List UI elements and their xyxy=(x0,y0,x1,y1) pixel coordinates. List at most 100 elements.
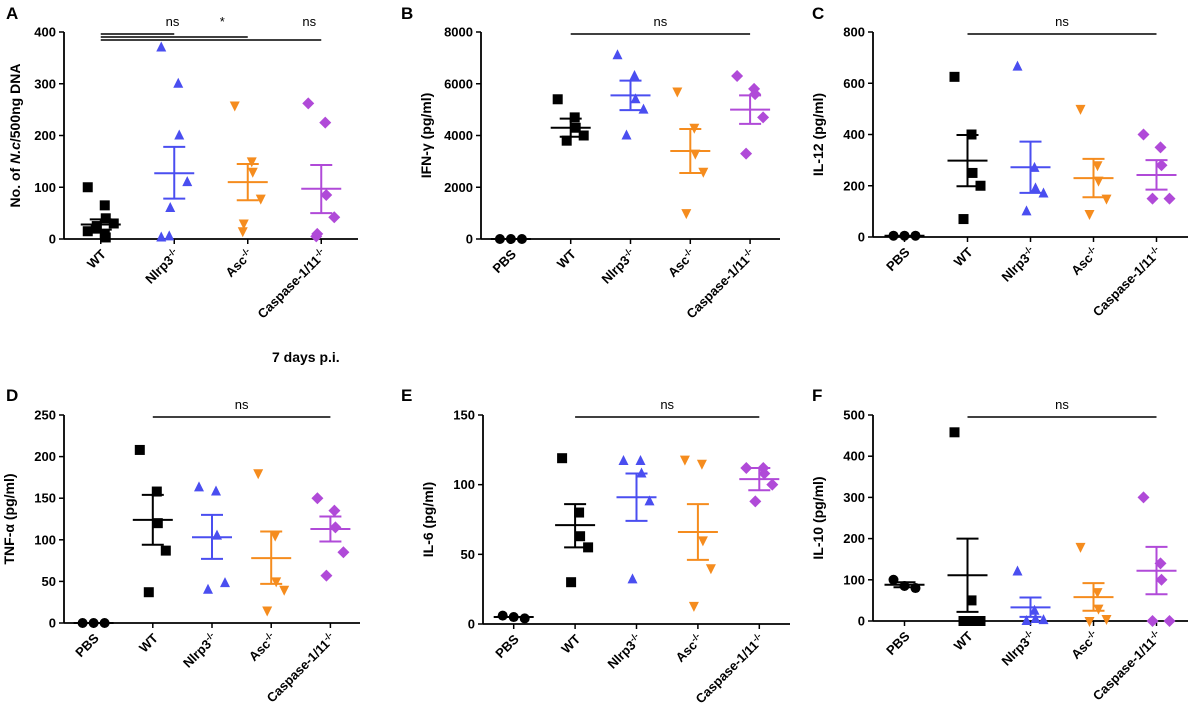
series-caspase-1-11-: Caspase-1/11-/- xyxy=(1089,128,1177,320)
data-point xyxy=(174,129,185,140)
time-point-label: 7 days p.i. xyxy=(272,349,340,365)
data-point xyxy=(1012,60,1023,71)
data-point xyxy=(688,601,699,612)
series-caspase-1-11-: Caspase-1/11-/- xyxy=(254,97,342,321)
series-asc-: Asc-/- xyxy=(1068,104,1114,278)
data-point xyxy=(519,613,530,624)
y-axis-label: IFN-γ (pg/ml) xyxy=(418,93,434,179)
x-tick-label: Caspase-1/11-/- xyxy=(1089,628,1165,704)
series-wt: WT xyxy=(555,453,596,656)
x-tick-label: Asc-/- xyxy=(664,246,698,280)
data-point xyxy=(1163,615,1176,627)
x-tick-label: Nlrp3-/- xyxy=(998,628,1039,669)
panel-letter: D xyxy=(6,386,18,405)
data-point xyxy=(1030,182,1041,193)
x-tick-label: Asc-/- xyxy=(1067,628,1101,662)
x-tick-label: PBS xyxy=(72,630,102,660)
y-tick-label: 250 xyxy=(34,408,56,423)
data-point xyxy=(627,573,638,584)
x-tick-label: WT xyxy=(136,630,161,655)
y-tick-label: 50 xyxy=(42,574,56,589)
data-point xyxy=(1093,604,1104,615)
data-point xyxy=(630,93,641,104)
data-point xyxy=(160,545,171,556)
x-tick-label: Nlrp3-/- xyxy=(998,244,1039,285)
data-point xyxy=(497,610,508,621)
series-wt: WT xyxy=(550,94,591,271)
y-axis-label: IL-12 (pg/ml) xyxy=(810,93,826,176)
y-tick-label: 400 xyxy=(843,449,865,464)
data-point xyxy=(690,149,701,160)
data-point xyxy=(1021,615,1032,625)
x-tick-label: Nlrp3-/- xyxy=(598,246,639,287)
x-tick-label: Caspase-1/11-/- xyxy=(263,630,339,706)
y-axis-label: IL-10 (pg/ml) xyxy=(810,476,826,559)
data-point xyxy=(255,194,266,205)
y-tick-label: 0 xyxy=(466,232,473,247)
y-tick-label: 300 xyxy=(843,490,865,505)
data-point xyxy=(1137,491,1150,504)
data-point xyxy=(766,478,779,491)
data-point xyxy=(203,583,213,594)
series-asc-: Asc-/- xyxy=(246,469,292,664)
panel-c: C 0 200 400 600 800 IL-12 (pg/ml) PBS WT Nlrp3-/-… xyxy=(810,4,1188,319)
data-point xyxy=(1092,161,1103,172)
x-tick-label: PBS xyxy=(490,246,520,276)
data-point xyxy=(262,606,273,617)
data-point xyxy=(1030,612,1041,623)
data-point xyxy=(1155,573,1168,586)
data-point xyxy=(156,231,167,242)
series-asc-: Asc-/- xyxy=(664,87,711,280)
y-tick-label: 300 xyxy=(34,76,56,91)
data-point xyxy=(328,504,341,517)
y-axis-label: No. of N.c/500ng DNA xyxy=(7,64,23,208)
y-tick-label: 0 xyxy=(858,230,865,245)
x-tick-label: Caspase-1/11-/- xyxy=(1089,244,1165,320)
series-asc-: Asc-/- xyxy=(673,455,718,665)
data-point xyxy=(557,453,568,464)
x-tick-label: Nlrp3-/- xyxy=(179,630,220,671)
y-tick-label: 400 xyxy=(34,25,56,40)
y-tick-label: 6000 xyxy=(444,76,473,91)
panel-d: D 0 50 100 150 200 250 TNF-α (pg/ml) PBS WT Nlrp3-… xyxy=(1,386,360,705)
significance-label: ns xyxy=(1055,397,1069,412)
series-asc-: Asc-/- xyxy=(1067,542,1114,662)
data-point xyxy=(1137,128,1150,141)
data-point xyxy=(561,135,572,146)
data-point xyxy=(302,97,315,110)
data-point xyxy=(82,182,93,193)
x-tick-label: Nlrp3-/- xyxy=(142,246,183,287)
series-wt: WT xyxy=(947,71,988,269)
data-point xyxy=(967,616,978,626)
panel-letter: F xyxy=(812,386,822,405)
series-caspase-1-11-: Caspase-1/11-/- xyxy=(693,461,780,706)
x-tick-label: Caspase-1/11-/- xyxy=(683,246,759,322)
x-tick-label: PBS xyxy=(883,244,913,274)
y-tick-label: 50 xyxy=(461,547,475,562)
panel-letter: B xyxy=(401,4,413,23)
data-point xyxy=(698,167,709,178)
data-point xyxy=(320,569,333,582)
series-pbs: PBS xyxy=(72,618,114,660)
y-tick-label: 150 xyxy=(453,408,475,423)
data-point xyxy=(975,180,986,191)
series-pbs: PBS xyxy=(883,574,925,658)
data-point xyxy=(958,214,969,225)
data-point xyxy=(1021,205,1032,216)
data-point xyxy=(1075,104,1086,115)
y-tick-label: 400 xyxy=(843,127,865,142)
y-tick-label: 0 xyxy=(468,617,475,632)
data-point xyxy=(757,111,770,124)
y-tick-label: 600 xyxy=(843,76,865,91)
data-point xyxy=(566,577,577,588)
data-point xyxy=(958,616,969,626)
data-point xyxy=(644,495,655,506)
data-point xyxy=(253,469,264,480)
series-asc-: Asc-/- xyxy=(222,101,268,280)
data-point xyxy=(1101,614,1112,625)
data-point xyxy=(156,41,167,52)
y-tick-label: 200 xyxy=(843,178,865,193)
data-point xyxy=(100,232,111,243)
y-tick-label: 0 xyxy=(858,614,865,629)
data-point xyxy=(271,577,282,588)
